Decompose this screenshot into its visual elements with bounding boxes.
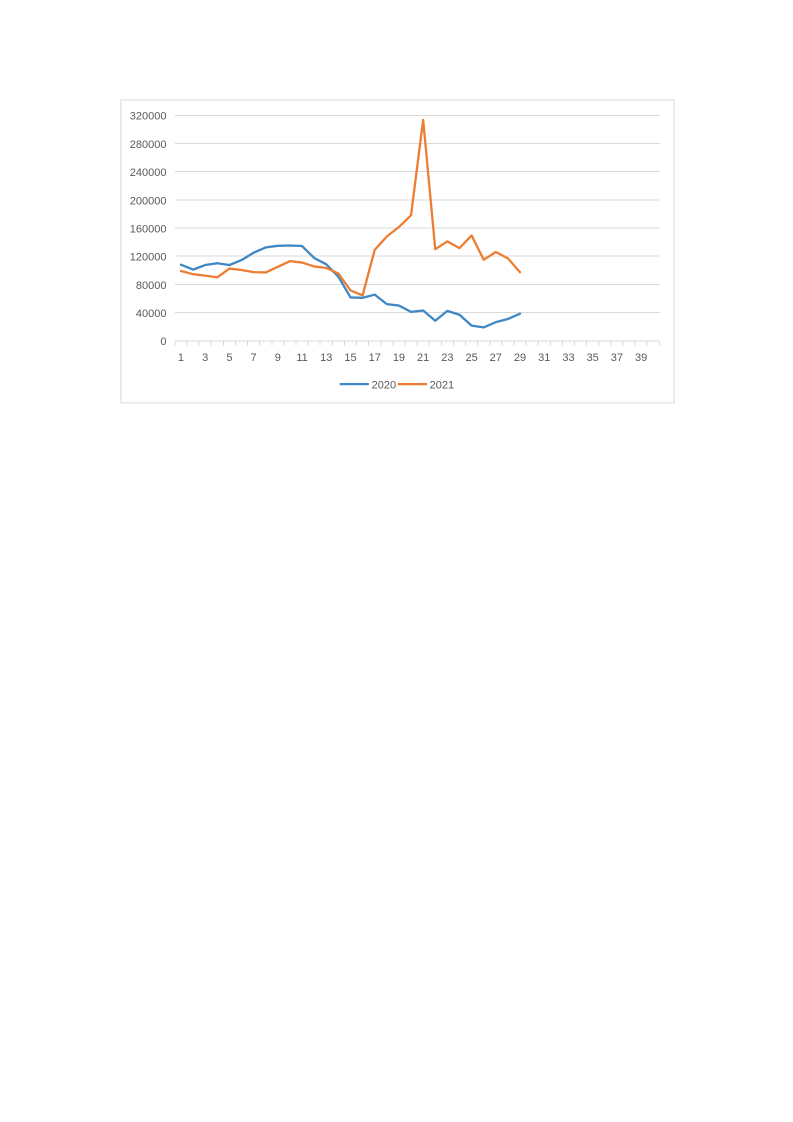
svg-text:39: 39 — [635, 352, 647, 364]
svg-text:2020: 2020 — [372, 380, 396, 392]
svg-text:11: 11 — [296, 352, 307, 364]
svg-text:40000: 40000 — [136, 308, 167, 320]
svg-text:80000: 80000 — [136, 280, 167, 292]
svg-text:21: 21 — [417, 352, 429, 364]
svg-text:240000: 240000 — [130, 167, 167, 179]
svg-text:320000: 320000 — [130, 111, 167, 123]
svg-text:35: 35 — [587, 352, 599, 364]
svg-text:23: 23 — [441, 352, 453, 364]
svg-text:19: 19 — [393, 352, 405, 364]
svg-text:13: 13 — [320, 352, 332, 364]
svg-text:2021: 2021 — [430, 380, 454, 392]
svg-text:1: 1 — [178, 352, 184, 364]
svg-text:7: 7 — [251, 352, 257, 364]
svg-text:9: 9 — [275, 352, 281, 364]
svg-text:17: 17 — [369, 352, 381, 364]
svg-text:25: 25 — [465, 352, 477, 364]
svg-text:15: 15 — [344, 352, 356, 364]
svg-text:31: 31 — [538, 352, 550, 364]
svg-text:3: 3 — [202, 352, 208, 364]
svg-text:120000: 120000 — [130, 252, 167, 264]
svg-text:37: 37 — [611, 352, 623, 364]
svg-text:29: 29 — [514, 352, 526, 364]
svg-text:160000: 160000 — [130, 223, 167, 235]
svg-text:0: 0 — [160, 336, 166, 348]
svg-text:280000: 280000 — [130, 139, 167, 151]
svg-text:33: 33 — [562, 352, 574, 364]
svg-text:200000: 200000 — [130, 195, 167, 207]
svg-text:27: 27 — [490, 352, 502, 364]
svg-text:5: 5 — [226, 352, 232, 364]
